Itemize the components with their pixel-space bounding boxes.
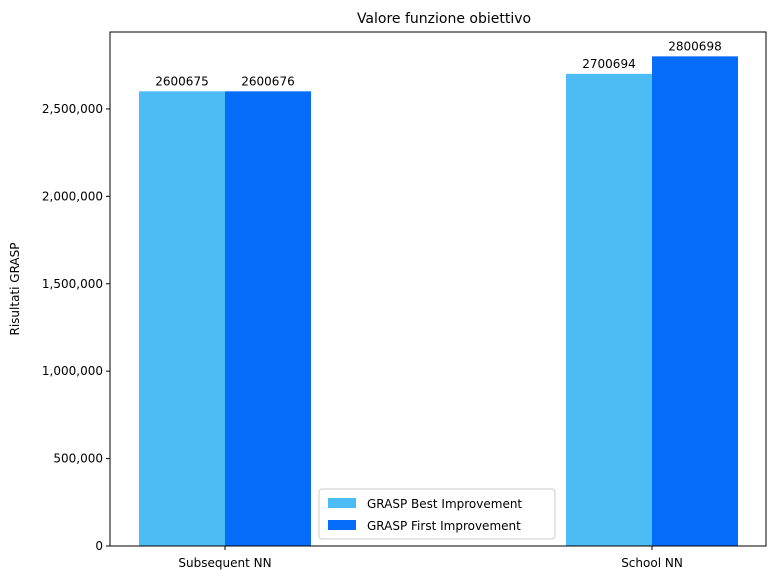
bar-value-label-first-1: 2800698 [668,39,721,53]
y-tick-label: 2,000,000 [42,189,103,203]
x-axis-ticks: Subsequent NN School NN [178,546,683,570]
legend-swatch-first [328,520,356,530]
bar-value-label-best-0: 2600675 [155,74,208,88]
y-tick-label: 500,000 [53,452,103,466]
y-tick-label: 1,000,000 [42,364,103,378]
legend-swatch-best [328,498,356,508]
x-tick-label: School NN [621,556,683,570]
legend-label-best: GRASP Best Improvement [367,497,522,511]
y-tick-label: 2,500,000 [42,102,103,116]
legend-label-first: GRASP First Improvement [367,519,521,533]
bar-best-0 [139,91,225,547]
bar-value-label-first-0: 2600676 [241,74,294,88]
x-tick-label: Subsequent NN [178,556,271,570]
bar-best-1 [566,73,652,546]
bars-group [139,56,738,547]
y-tick-label: 0 [95,539,103,553]
chart-title: Valore funzione obiettivo [357,11,531,27]
y-axis-ticks: 0 500,000 1,000,000 1,500,000 2,000,000 2,500… [42,102,110,553]
legend: GRASP Best Improvement GRASP First Improv… [318,488,556,540]
plot-frame [109,31,767,547]
bar-value-label-best-1: 2700694 [582,57,635,71]
bar-first-0 [225,91,311,547]
legend-box [318,488,556,540]
y-tick-label: 1,500,000 [42,277,103,291]
bar-labels-group: 2600675 2700694 2600676 2800698 [155,39,721,88]
y-axis-label: Risultati GRASP [8,243,22,336]
bar-first-1 [652,56,738,547]
